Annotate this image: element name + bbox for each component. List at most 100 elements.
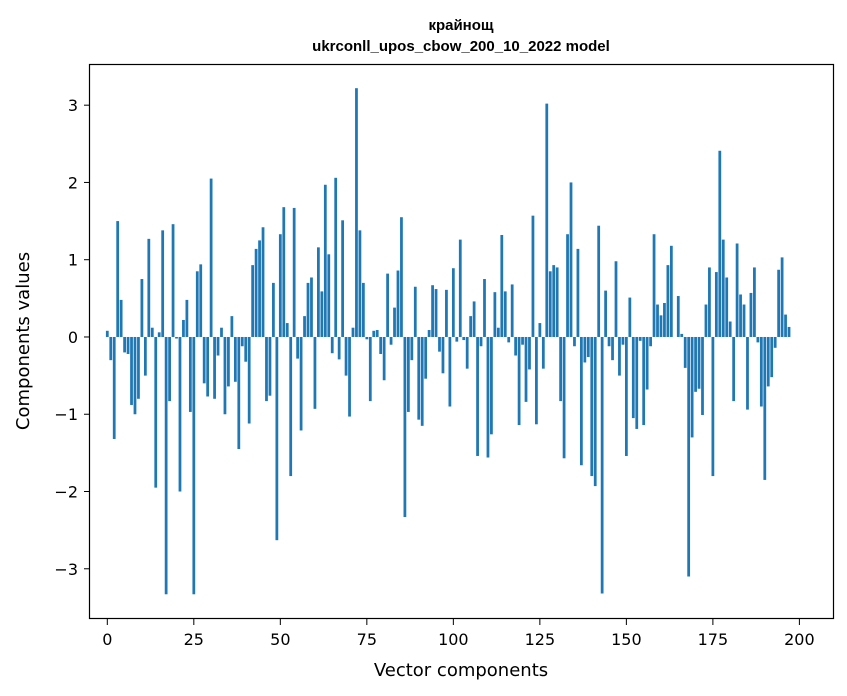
bar-184 <box>742 304 746 337</box>
bar-57 <box>303 316 306 337</box>
bar-153 <box>635 336 639 429</box>
bar-35 <box>227 336 230 387</box>
bar-126 <box>541 336 545 369</box>
y-tick-label: 1 <box>68 251 78 270</box>
bar-100 <box>451 268 455 337</box>
bar-191 <box>766 336 770 387</box>
bar-58 <box>306 282 310 337</box>
bar-19 <box>171 224 175 337</box>
bar-65 <box>330 336 334 354</box>
bar-17 <box>164 336 168 595</box>
bar-92 <box>424 336 428 379</box>
bar-67 <box>337 336 341 360</box>
bar-105 <box>469 316 473 337</box>
bar-102 <box>458 239 462 337</box>
bar-142 <box>597 225 601 337</box>
bar-81 <box>386 273 389 337</box>
bar-118 <box>514 336 518 356</box>
bar-11 <box>143 336 147 376</box>
bar-86 <box>403 336 407 518</box>
bar-54 <box>292 207 296 337</box>
bar-27 <box>199 264 203 337</box>
y-tick-label: 2 <box>68 173 78 192</box>
bar-61 <box>317 247 320 337</box>
bar-83 <box>393 307 396 337</box>
bar-24 <box>188 336 192 412</box>
bar-124 <box>535 336 538 425</box>
bar-16 <box>161 230 165 337</box>
chart-subtitle: ukrconll_upos_cbow_200_10_2022 model <box>312 38 610 55</box>
bar-193 <box>773 336 777 348</box>
bar-80 <box>382 336 386 381</box>
bar-50 <box>278 234 282 337</box>
bar-47 <box>268 336 272 396</box>
bar-21 <box>178 336 182 492</box>
y-tick-label: −3 <box>54 560 78 579</box>
bars-group <box>105 88 791 595</box>
bar-62 <box>320 291 324 337</box>
x-tick-label: 150 <box>611 630 642 649</box>
bar-109 <box>483 279 486 337</box>
bar-113 <box>496 327 500 337</box>
bar-158 <box>652 234 656 337</box>
bar-25 <box>192 336 196 595</box>
bar-123 <box>531 215 535 337</box>
bar-190 <box>763 336 767 480</box>
bar-171 <box>697 336 701 389</box>
bar-95 <box>434 289 438 337</box>
bar-144 <box>604 290 607 337</box>
bar-94 <box>431 285 434 337</box>
bar-167 <box>683 336 687 368</box>
bar-15 <box>157 332 161 337</box>
bar-29 <box>206 336 210 397</box>
bar-139 <box>586 336 590 358</box>
bar-34 <box>223 336 227 415</box>
bar-170 <box>694 336 697 392</box>
bar-154 <box>638 336 642 341</box>
bar-71 <box>351 327 355 337</box>
bar-195 <box>780 257 784 337</box>
bar-70 <box>348 336 351 417</box>
bar-41 <box>247 336 251 424</box>
bar-163 <box>669 245 673 337</box>
bar-136 <box>576 248 580 337</box>
bar-131 <box>559 336 563 402</box>
bar-165 <box>676 296 680 337</box>
x-axis-label: Vector components <box>374 660 548 681</box>
bar-85 <box>400 217 403 337</box>
bar-76 <box>368 336 372 402</box>
bar-12 <box>147 238 151 337</box>
x-tick-label: 25 <box>184 630 204 649</box>
bar-75 <box>365 336 369 340</box>
bar-78 <box>375 330 379 337</box>
bar-135 <box>573 336 576 347</box>
bar-10 <box>140 279 144 337</box>
bar-73 <box>358 230 362 337</box>
y-tick-label: −2 <box>54 483 78 502</box>
bar-87 <box>406 336 410 412</box>
bar-77 <box>372 330 376 337</box>
bar-150 <box>624 336 628 456</box>
bar-38 <box>237 336 241 450</box>
bar-90 <box>417 336 421 420</box>
bar-79 <box>379 336 383 354</box>
bar-52 <box>285 323 289 337</box>
x-tick-label: 175 <box>698 630 729 649</box>
bar-160 <box>659 315 663 337</box>
bar-96 <box>438 336 441 352</box>
bar-157 <box>649 336 652 347</box>
bar-20 <box>175 336 178 339</box>
bar-42 <box>251 265 255 337</box>
bar-63 <box>323 184 327 337</box>
bar-119 <box>517 336 521 426</box>
bar-185 <box>746 336 749 410</box>
bar-30 <box>209 178 213 337</box>
bar-125 <box>538 323 542 337</box>
bar-74 <box>361 282 365 337</box>
bar-66 <box>334 177 338 337</box>
bar-7 <box>130 336 133 405</box>
bar-115 <box>503 291 507 337</box>
bar-152 <box>631 336 635 419</box>
bar-166 <box>680 333 684 337</box>
bar-37 <box>233 336 237 382</box>
